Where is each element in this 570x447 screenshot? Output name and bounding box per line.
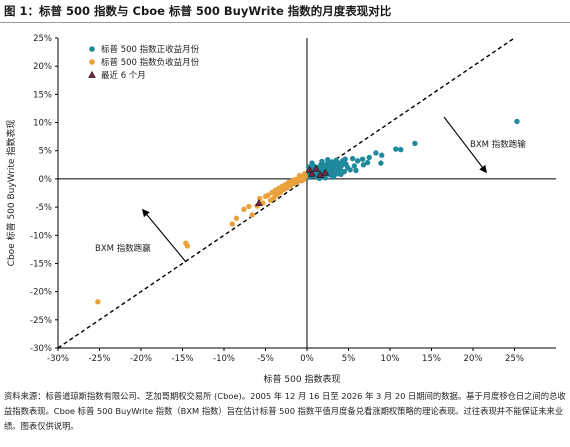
y-tick-label: 15% [33, 90, 52, 100]
negative-month-point-group [95, 171, 309, 305]
positive-month-point [319, 158, 325, 165]
y-tick-label: -25% [30, 316, 52, 326]
positive-month-point [393, 146, 399, 152]
negative-month-point [229, 221, 235, 227]
y-tick-label: 0% [39, 175, 53, 185]
positive-month-point [322, 175, 328, 181]
positive-month-point [359, 156, 366, 162]
positive-month-point [330, 174, 337, 180]
positive-month-point [338, 171, 344, 178]
annotation-outperform-label: BXM 指数跑赢 [95, 243, 151, 254]
positive-month-point [342, 156, 348, 162]
y-axis-title-group: Cboe 标普 500 BuyWrite 指数表现 [5, 120, 17, 267]
negative-month-point [241, 206, 247, 213]
y-tick-label: 5% [39, 147, 53, 157]
positive-month-point [329, 159, 335, 165]
legend-marker-positive [89, 46, 95, 52]
figure-title: 图 1：标普 500 指数与 Cboe 标普 500 BuyWrite 指数的月… [4, 4, 392, 18]
negative-month-point [246, 203, 252, 210]
x-tick-label: -15% [172, 354, 194, 364]
annotation-underperform-arrow [443, 116, 487, 174]
positive-month-point [378, 160, 384, 166]
recent-month-marker [308, 169, 316, 177]
x-tick-label: 15% [422, 354, 441, 364]
annotation-underperform-label: BXM 指数跑输 [470, 139, 526, 150]
scatter-chart: Cboe 标普 500 BuyWrite 指数表现 标普 500 指数表现 -3… [5, 34, 556, 385]
x-tick-label: -30% [47, 354, 69, 364]
negative-month-point [233, 215, 240, 222]
negative-month-point [256, 195, 263, 202]
recent-month-marker [255, 199, 263, 206]
legend-marker-recent [88, 70, 96, 78]
x-axis-title: 标普 500 指数表现 [264, 373, 341, 385]
negative-month-point [249, 212, 255, 218]
recent-month-marker [316, 170, 325, 178]
y-tick-label: -10% [30, 231, 52, 241]
legend-label: 标普 500 指数负收益月份 [101, 57, 200, 68]
positive-month-point [353, 167, 359, 174]
positive-month-point [325, 157, 331, 163]
recent-month-marker [305, 165, 314, 173]
reference-diagonal-line [57, 37, 515, 349]
y-axis-title: Cboe 标普 500 BuyWrite 指数表现 [5, 120, 17, 267]
x-tick-label: 0% [300, 354, 314, 364]
positive-month-point [309, 160, 315, 166]
positive-month-point [360, 162, 367, 168]
negative-month-point [291, 177, 298, 183]
positive-month-point [349, 155, 356, 162]
y-tick-label: -20% [30, 288, 52, 298]
positive-month-point [343, 161, 349, 167]
positive-month-point [412, 140, 418, 147]
recent-month-marker [321, 168, 330, 176]
positive-month-point [379, 152, 385, 158]
x-tick-label: -25% [89, 354, 111, 364]
positive-month-point [354, 158, 361, 164]
source-note: 资料来源：标普道琼斯指数有限公司、芝加哥期权交易所 (Cboe)。2005 年 … [4, 391, 566, 431]
negative-month-point [281, 184, 288, 191]
x-tick-label: -20% [130, 354, 152, 364]
legend-label: 标普 500 指数正收益月份 [101, 44, 200, 55]
annotation-outperform-arrow [142, 208, 187, 263]
negative-month-point [265, 192, 271, 198]
positive-month-point [514, 118, 520, 125]
y-tick-label: 10% [33, 119, 52, 129]
recent-month-marker-group [255, 164, 330, 206]
title-divider [0, 22, 570, 23]
x-tick-label: 25% [505, 354, 524, 364]
positive-month-point [398, 146, 404, 153]
positive-month-point [351, 163, 358, 169]
x-tick-label: 10% [381, 354, 400, 364]
negative-month-point [296, 172, 303, 179]
positive-month-point [366, 154, 372, 161]
y-tick-label: -15% [30, 259, 52, 269]
negative-month-point [271, 190, 278, 196]
x-tick-label: 20% [464, 354, 483, 364]
negative-month-point [184, 243, 191, 249]
positive-month-point [373, 150, 379, 156]
positive-month-point [333, 157, 339, 164]
y-tick-label: 25% [33, 34, 52, 44]
legend-label: 最近 6 个月 [101, 70, 146, 81]
y-tick-label: -30% [30, 344, 52, 354]
positive-month-point [364, 159, 371, 166]
y-tick-label: -5% [35, 203, 52, 213]
x-tick-label: 5% [342, 354, 356, 364]
negative-month-point [95, 299, 101, 305]
recent-month-marker [312, 164, 320, 172]
legend-marker-negative [89, 59, 95, 65]
x-tick-label: -10% [213, 354, 235, 364]
x-tick-label: -5% [257, 354, 274, 364]
y-tick-label: 20% [33, 62, 52, 72]
negative-month-point [271, 195, 277, 201]
